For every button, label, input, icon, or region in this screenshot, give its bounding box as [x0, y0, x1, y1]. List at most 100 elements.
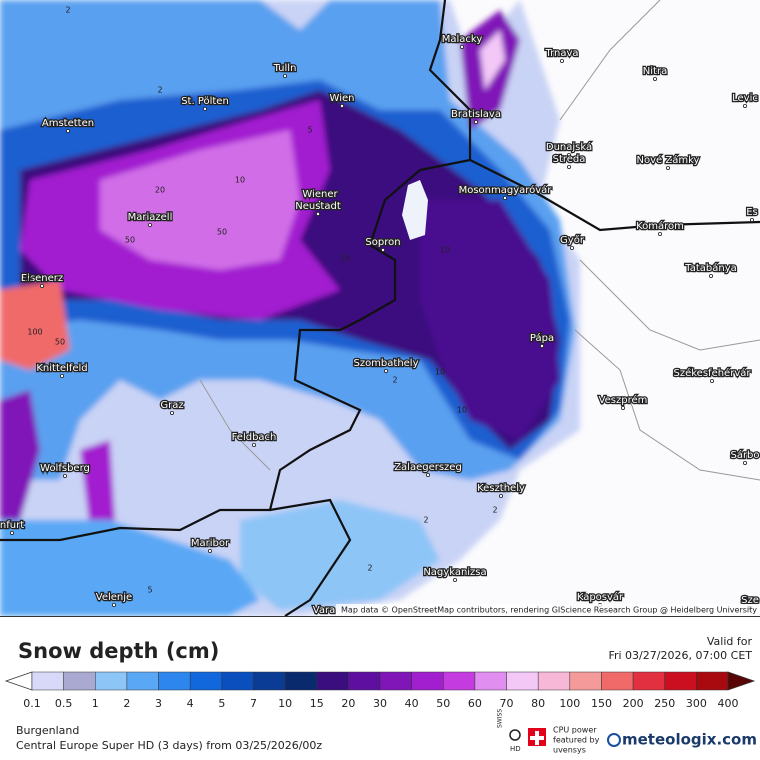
city-label: Mariazell — [128, 212, 173, 223]
attribution-bg — [336, 604, 760, 616]
city-dot — [540, 343, 545, 348]
color-cell — [379, 671, 412, 691]
regional-borders — [199, 0, 760, 481]
color-cell — [443, 671, 476, 691]
city-dot — [251, 442, 256, 447]
city-dot — [147, 222, 152, 227]
swiss-label: SWISS — [497, 709, 504, 728]
city-dot — [169, 410, 174, 415]
contour-label: 50 — [55, 338, 65, 347]
contour-label: 50 — [217, 228, 227, 237]
contour-label: 2 — [65, 6, 70, 15]
color-cell — [696, 671, 729, 691]
city-dot — [9, 531, 14, 536]
legend-tick-label: 200 — [623, 697, 644, 710]
contour-label: 20 — [155, 186, 165, 195]
city-dot — [380, 247, 385, 252]
color-cell — [632, 671, 665, 691]
contour-label: 15 — [340, 254, 350, 263]
city-label: Feldbach — [232, 432, 277, 443]
legend-tick-label: 250 — [654, 697, 675, 710]
color-cell — [506, 671, 539, 691]
city-dot — [743, 460, 748, 465]
color-cell — [189, 671, 223, 691]
swiss-cross — [530, 731, 544, 745]
contour-label: 100 — [27, 328, 42, 337]
city-dot — [459, 45, 464, 50]
lake — [402, 180, 428, 240]
contour-label: 2 — [423, 516, 428, 525]
cpu-line-1: CPU power — [553, 726, 597, 735]
city-dot — [425, 472, 430, 477]
city-label: Sze — [741, 595, 759, 606]
attribution: Map data © OpenStreetMap contributors, r… — [341, 606, 757, 615]
color-cell — [221, 671, 254, 691]
contour-label: 5 — [147, 586, 152, 595]
contour-label: 10 — [440, 246, 450, 255]
contour-labels: 2 2 5 10 20 50 50 70 100 50 10 10 10 15 2 2 2 5 2 — [23, 6, 498, 595]
city-dot — [621, 405, 626, 410]
city-dot — [750, 217, 755, 222]
brand-icon — [607, 733, 621, 747]
color-cell — [348, 671, 381, 691]
color-cell — [126, 671, 159, 691]
color-cell — [95, 671, 128, 691]
city-label: nfurt — [0, 520, 24, 531]
city-dot — [570, 245, 575, 250]
cpu-line-3: uvensys — [553, 746, 586, 755]
color-cell — [63, 671, 96, 691]
search-icon — [509, 729, 521, 741]
city-label: Velenje — [96, 592, 132, 603]
valid-time: Fri 03/27/2026, 07:00 CET — [608, 649, 752, 662]
hd-label: HD — [510, 745, 521, 753]
city-label: Eisenerz — [21, 273, 63, 284]
legend-tick-label: 150 — [591, 697, 612, 710]
city-labels: Malacky Trnava Nitra Levic Tulln St. Pölten Wi… — [0, 33, 760, 616]
city-dot — [452, 578, 457, 583]
city-dot — [473, 120, 478, 125]
city-label: Malacky — [442, 34, 483, 45]
legend-tick-label: 3 — [155, 697, 162, 710]
over-triangle — [727, 671, 756, 691]
legend-tick-label: 300 — [686, 697, 707, 710]
city-dot — [202, 107, 207, 112]
legend-tick-label: 0.1 — [23, 697, 41, 710]
city-dot — [653, 77, 658, 82]
snow-fields — [0, 0, 580, 616]
region: Burgenland — [16, 724, 79, 737]
contour-label: 2 — [367, 564, 372, 573]
city-label: Streda — [553, 154, 586, 165]
city-label: Keszthely — [477, 483, 525, 494]
legend-tick-label: 70 — [500, 697, 514, 710]
city-label: Pápa — [530, 332, 554, 344]
legend-tick-label: 7 — [250, 697, 257, 710]
contour-label: 2 — [157, 86, 162, 95]
city-label: Levic — [732, 93, 758, 104]
legend-panel: Snow depth (cm) Valid for Fri 03/27/2026… — [0, 616, 760, 755]
brand: meteologix.com — [622, 731, 757, 749]
legend-tick-label: 10 — [278, 697, 292, 710]
city-label: Szombathely — [353, 358, 418, 369]
city-label: Komárom — [636, 220, 684, 232]
color-bar: 0.1 0.5 1 2 3 4 5 7 10 15 20 30 40 50 60 70 80 100 150 200 2… — [4, 671, 756, 710]
legend-tick-label: 4 — [187, 697, 194, 710]
legend-tick-label: 80 — [531, 697, 545, 710]
legend-tick-label: 60 — [468, 697, 482, 710]
legend-tick-label: 50 — [436, 697, 450, 710]
city-dot — [560, 59, 565, 64]
legend-tick-label: 400 — [718, 697, 739, 710]
legend-tick-label: 30 — [373, 697, 387, 710]
city-label: Tatabánya — [684, 262, 737, 274]
city-label: Győr — [560, 234, 585, 246]
city-label: St. Pölten — [181, 96, 229, 107]
legend-title: Snow depth (cm) — [18, 639, 219, 663]
city-dot — [40, 283, 45, 288]
city-dot — [317, 199, 322, 204]
city-dot — [60, 373, 65, 378]
contour-label: 5 — [307, 126, 312, 135]
city-label: Kaposvár — [577, 591, 624, 603]
valid-label: Valid for — [707, 635, 753, 648]
city-label: Wien — [330, 93, 355, 104]
model-run: Central Europe Super HD (3 days) from 03… — [16, 739, 322, 752]
borders — [0, 0, 760, 616]
